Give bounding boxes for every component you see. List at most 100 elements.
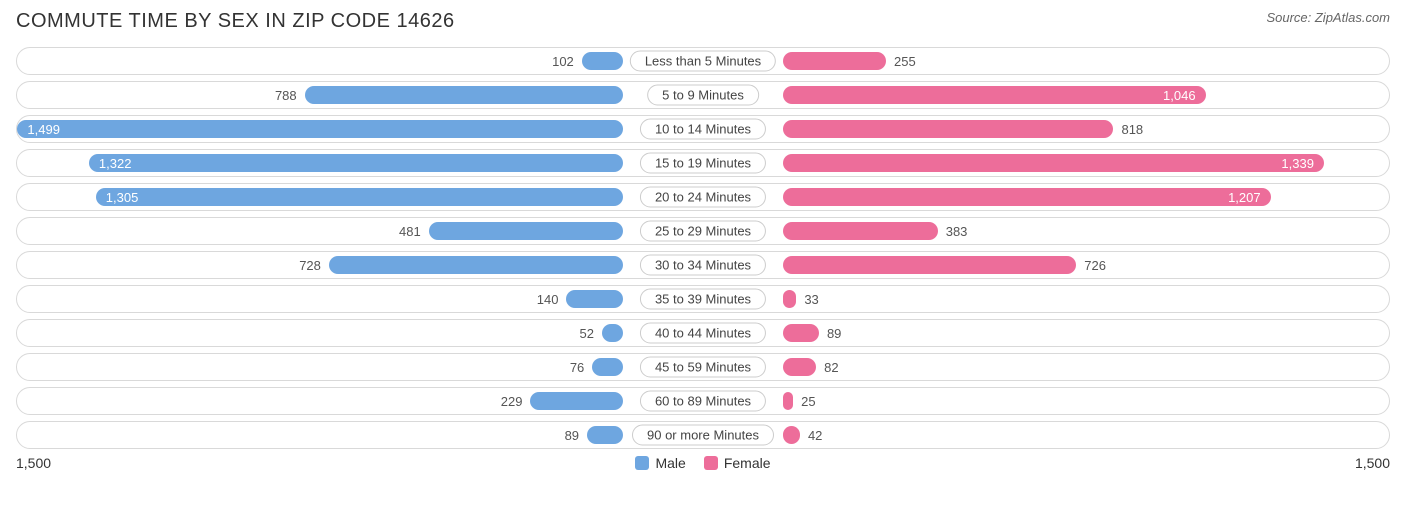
female-track: 1,339: [703, 150, 1389, 176]
male-track: 1,499: [17, 116, 703, 142]
male-track: 229: [17, 388, 703, 414]
male-bar: [429, 222, 623, 240]
axis-left-max: 1,500: [16, 455, 51, 471]
row-category-label: Less than 5 Minutes: [630, 51, 776, 72]
row-category-label: 90 or more Minutes: [632, 425, 774, 446]
row-category-label: 5 to 9 Minutes: [647, 85, 759, 106]
row-category-label: 20 to 24 Minutes: [640, 187, 766, 208]
row-category-label: 10 to 14 Minutes: [640, 119, 766, 140]
female-track: 255: [703, 48, 1389, 74]
row-category-label: 40 to 44 Minutes: [640, 323, 766, 344]
male-bar: [566, 290, 623, 308]
female-value: 82: [816, 360, 838, 375]
row-category-label: 60 to 89 Minutes: [640, 391, 766, 412]
male-bar: 1,499: [17, 120, 623, 138]
male-value: 481: [399, 224, 429, 239]
male-track: 1,305: [17, 184, 703, 210]
chart-row: 728 726 30 to 34 Minutes: [16, 251, 1390, 279]
female-track: 89: [703, 320, 1389, 346]
male-bar: 1,305: [96, 188, 623, 206]
female-bar: [783, 52, 886, 70]
male-value: 140: [537, 292, 567, 307]
chart-row: 140 33 35 to 39 Minutes: [16, 285, 1390, 313]
female-track: 33: [703, 286, 1389, 312]
male-value: 102: [552, 54, 582, 69]
male-value: 52: [580, 326, 602, 341]
female-bar: [783, 358, 816, 376]
male-value: 728: [299, 258, 329, 273]
female-value: 818: [1113, 122, 1143, 137]
female-track: 383: [703, 218, 1389, 244]
female-bar: 1,339: [783, 154, 1324, 172]
male-swatch-icon: [635, 456, 649, 470]
female-track: 1,207: [703, 184, 1389, 210]
female-value: 1,339: [1271, 156, 1324, 171]
female-bar: [783, 290, 796, 308]
male-track: 481: [17, 218, 703, 244]
male-track: 89: [17, 422, 703, 448]
row-category-label: 25 to 29 Minutes: [640, 221, 766, 242]
legend-male-label: Male: [655, 455, 685, 471]
female-value: 25: [793, 394, 815, 409]
row-category-label: 35 to 39 Minutes: [640, 289, 766, 310]
female-track: 1,046: [703, 82, 1389, 108]
female-track: 42: [703, 422, 1389, 448]
female-bar: [783, 324, 819, 342]
male-value: 229: [501, 394, 531, 409]
female-swatch-icon: [704, 456, 718, 470]
chart-row: 89 4290 or more Minutes: [16, 421, 1390, 449]
chart-row: 481 383 25 to 29 Minutes: [16, 217, 1390, 245]
male-value: 1,305: [96, 190, 149, 205]
female-track: 818: [703, 116, 1389, 142]
male-bar: [329, 256, 623, 274]
chart-row: 102 255 Less than 5 Minutes: [16, 47, 1390, 75]
male-bar: [305, 86, 623, 104]
female-bar: [783, 222, 938, 240]
legend-female-label: Female: [724, 455, 771, 471]
chart-row: 768245 to 59 Minutes: [16, 353, 1390, 381]
female-value: 33: [796, 292, 818, 307]
female-value: 1,046: [1153, 88, 1206, 103]
male-bar: [582, 52, 623, 70]
row-category-label: 30 to 34 Minutes: [640, 255, 766, 276]
chart-title: COMMUTE TIME BY SEX IN ZIP CODE 14626: [16, 10, 455, 33]
male-value: 1,322: [89, 156, 142, 171]
female-bar: 1,046: [783, 86, 1206, 104]
chart-row: 52 8940 to 44 Minutes: [16, 319, 1390, 347]
male-track: 728: [17, 252, 703, 278]
male-value: 1,499: [17, 122, 70, 137]
male-track: 788: [17, 82, 703, 108]
female-track: 726: [703, 252, 1389, 278]
female-track: 82: [703, 354, 1389, 380]
chart-row: 788 1,046 5 to 9 Minutes: [16, 81, 1390, 109]
female-bar: [783, 256, 1076, 274]
chart-row: 1,499 818 10 to 14 Minutes: [16, 115, 1390, 143]
chart-row: 1,305 1,207 20 to 24 Minutes: [16, 183, 1390, 211]
male-track: 52: [17, 320, 703, 346]
female-value: 726: [1076, 258, 1106, 273]
axis-right-max: 1,500: [1355, 455, 1390, 471]
diverging-bar-chart: 102 255 Less than 5 Minutes 788 1,046 5 to 9 …: [16, 47, 1390, 449]
female-value: 383: [938, 224, 968, 239]
male-value: 788: [275, 88, 305, 103]
female-bar: 1,207: [783, 188, 1271, 206]
female-track: 25: [703, 388, 1389, 414]
male-bar: [530, 392, 623, 410]
male-track: 1,322: [17, 150, 703, 176]
male-bar: [587, 426, 623, 444]
male-track: 102: [17, 48, 703, 74]
chart-footer: 1,500 Male Female 1,500: [16, 455, 1390, 471]
legend-female: Female: [704, 455, 771, 471]
male-bar: [602, 324, 623, 342]
chart-header: COMMUTE TIME BY SEX IN ZIP CODE 14626 So…: [16, 10, 1390, 33]
female-bar: [783, 120, 1113, 138]
legend-male: Male: [635, 455, 685, 471]
chart-row: 1,3221,33915 to 19 Minutes: [16, 149, 1390, 177]
male-value: 89: [565, 428, 587, 443]
male-bar: [592, 358, 623, 376]
male-value: 76: [570, 360, 592, 375]
female-bar: [783, 392, 793, 410]
legend: Male Female: [51, 455, 1355, 471]
male-track: 76: [17, 354, 703, 380]
female-value: 255: [886, 54, 916, 69]
